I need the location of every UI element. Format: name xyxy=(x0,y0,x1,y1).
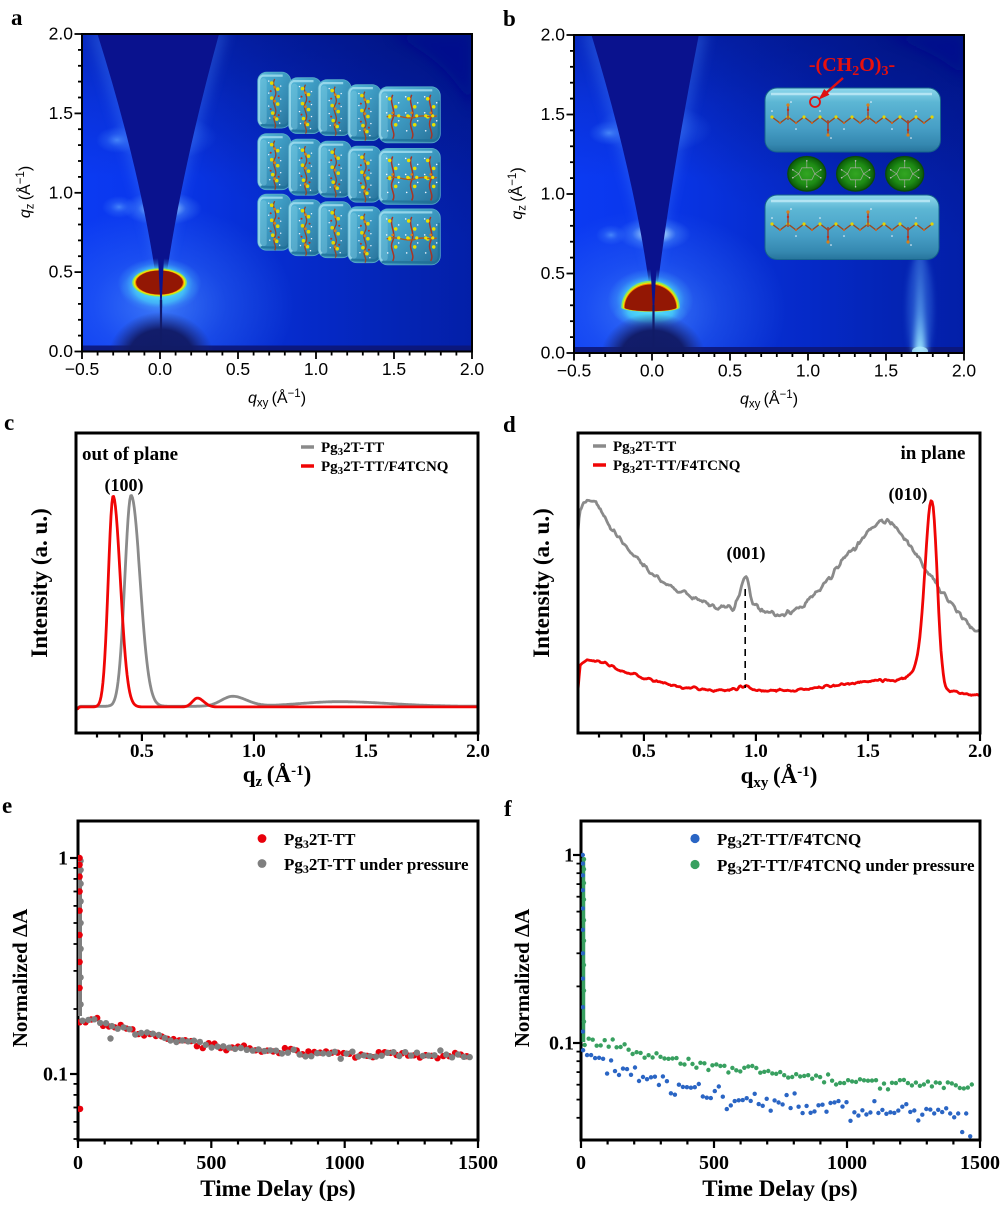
svg-text:a: a xyxy=(11,5,23,30)
svg-text:1.5: 1.5 xyxy=(354,741,378,762)
svg-text:1.0: 1.0 xyxy=(304,359,329,379)
svg-text:Intensity (a. u.): Intensity (a. u.) xyxy=(27,508,52,658)
svg-text:qxy (Å−1): qxy (Å−1) xyxy=(248,388,306,410)
svg-text:2.0: 2.0 xyxy=(541,25,566,45)
svg-text:c: c xyxy=(4,410,14,435)
svg-text:qxy (Å-1): qxy (Å-1) xyxy=(741,763,818,791)
svg-text:2.0: 2.0 xyxy=(49,24,74,44)
svg-text:Intensity (a. u.): Intensity (a. u.) xyxy=(529,508,554,658)
svg-text:Pg32T-TT: Pg32T-TT xyxy=(321,440,384,458)
svg-text:1.5: 1.5 xyxy=(856,741,880,762)
svg-text:2.0: 2.0 xyxy=(466,741,490,762)
svg-text:-(CH2O)3-: -(CH2O)3- xyxy=(809,54,895,79)
svg-text:Pg32T-TT under pressure: Pg32T-TT under pressure xyxy=(284,855,469,876)
svg-text:qz (Å−1): qz (Å−1) xyxy=(15,166,37,218)
svg-text:0: 0 xyxy=(73,1152,83,1174)
svg-text:1500: 1500 xyxy=(960,1152,1000,1174)
svg-text:d: d xyxy=(503,412,516,437)
svg-text:1.5: 1.5 xyxy=(541,104,565,124)
svg-text:2.0: 2.0 xyxy=(952,361,977,381)
svg-text:b: b xyxy=(503,6,516,31)
svg-text:500: 500 xyxy=(196,1152,226,1174)
svg-text:1500: 1500 xyxy=(458,1152,498,1174)
svg-text:1.0: 1.0 xyxy=(49,182,74,202)
svg-text:Pg32T-TT: Pg32T-TT xyxy=(613,439,676,457)
svg-text:1: 1 xyxy=(564,845,574,867)
svg-text:0.5: 0.5 xyxy=(130,741,154,762)
svg-text:0.5: 0.5 xyxy=(718,361,742,381)
svg-text:1000: 1000 xyxy=(827,1152,867,1174)
svg-text:0.5: 0.5 xyxy=(226,359,250,379)
svg-text:(100): (100) xyxy=(105,475,144,496)
svg-text:qz (Å−1): qz (Å−1) xyxy=(507,167,529,219)
svg-text:f: f xyxy=(504,796,512,821)
svg-text:−0.5: −0.5 xyxy=(557,361,592,381)
svg-text:(001): (001) xyxy=(727,543,766,564)
svg-text:Normalized ΔA: Normalized ΔA xyxy=(510,908,534,1047)
svg-text:1.5: 1.5 xyxy=(49,103,73,123)
svg-text:1: 1 xyxy=(58,848,68,870)
svg-text:out of plane: out of plane xyxy=(82,444,178,465)
svg-text:1.0: 1.0 xyxy=(796,361,821,381)
svg-text:Normalized ΔA: Normalized ΔA xyxy=(8,908,32,1047)
svg-text:1.5: 1.5 xyxy=(382,359,406,379)
svg-text:e: e xyxy=(2,793,12,818)
svg-text:Time Delay (ps): Time Delay (ps) xyxy=(200,1176,355,1201)
svg-text:1000: 1000 xyxy=(325,1152,365,1174)
svg-text:1.0: 1.0 xyxy=(242,741,266,762)
svg-text:2.0: 2.0 xyxy=(460,359,485,379)
svg-text:Pg32T-TT/F4TCNQ: Pg32T-TT/F4TCNQ xyxy=(717,830,861,851)
svg-text:0.5: 0.5 xyxy=(49,262,73,282)
svg-text:0.0: 0.0 xyxy=(148,359,173,379)
svg-text:qxy (Å−1): qxy (Å−1) xyxy=(740,389,798,411)
svg-text:0.1: 0.1 xyxy=(43,1064,68,1086)
svg-text:1.0: 1.0 xyxy=(744,741,768,762)
svg-text:1.0: 1.0 xyxy=(541,184,566,204)
svg-text:0.5: 0.5 xyxy=(632,741,656,762)
svg-text:0.0: 0.0 xyxy=(541,343,566,363)
svg-text:in plane: in plane xyxy=(901,443,966,464)
svg-text:2.0: 2.0 xyxy=(968,741,992,762)
svg-text:qz (Å-1): qz (Å-1) xyxy=(243,762,312,790)
svg-text:Time Delay (ps): Time Delay (ps) xyxy=(702,1176,857,1201)
svg-text:Pg32T-TT/F4TCNQ: Pg32T-TT/F4TCNQ xyxy=(321,459,449,477)
svg-text:Pg32T-TT/F4TCNQ: Pg32T-TT/F4TCNQ xyxy=(613,458,741,476)
svg-text:−0.5: −0.5 xyxy=(65,359,100,379)
svg-text:0.1: 0.1 xyxy=(549,1033,574,1055)
svg-text:0.5: 0.5 xyxy=(541,263,565,283)
svg-text:(010): (010) xyxy=(889,484,928,505)
svg-text:Pg32T-TT/F4TCNQ under pressure: Pg32T-TT/F4TCNQ under pressure xyxy=(717,856,975,877)
svg-text:Pg32T-TT: Pg32T-TT xyxy=(284,830,356,851)
svg-text:0.0: 0.0 xyxy=(640,361,665,381)
svg-text:0: 0 xyxy=(576,1152,586,1174)
svg-text:0.0: 0.0 xyxy=(49,341,74,361)
svg-text:1.5: 1.5 xyxy=(874,361,898,381)
svg-text:500: 500 xyxy=(699,1152,729,1174)
